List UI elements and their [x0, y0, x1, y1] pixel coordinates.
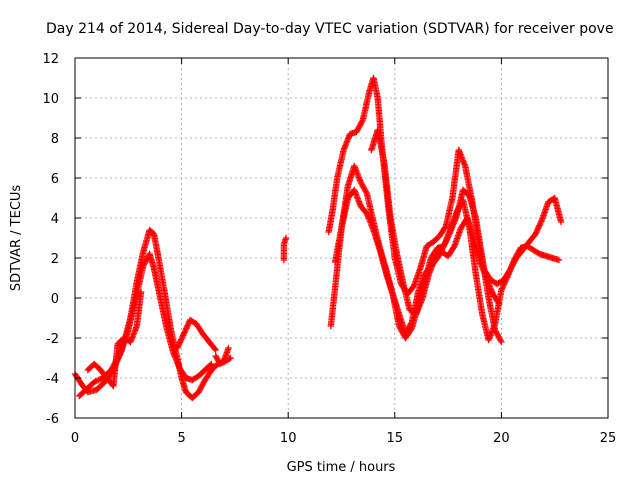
data-point: [174, 344, 181, 352]
data-point: [557, 218, 565, 226]
x-tick-label: 25: [600, 431, 617, 446]
data-point: [180, 330, 187, 338]
y-tick-label: 6: [51, 172, 59, 187]
plot-frame: [74, 57, 609, 419]
data-point: [358, 118, 366, 125]
x-axis-label: GPS time / hours: [287, 460, 396, 475]
data-point: [542, 206, 549, 213]
data-point: [495, 299, 502, 306]
data-point: [498, 338, 505, 346]
series-track-b: [76, 250, 215, 400]
data-point: [440, 242, 447, 250]
data-point: [510, 258, 517, 265]
data-point: [363, 189, 370, 196]
data-point: [407, 320, 415, 327]
data-point: [533, 228, 540, 235]
data-point: [175, 342, 182, 349]
series-track-j: [368, 126, 503, 318]
data-point: [453, 236, 460, 244]
data-point: [500, 282, 507, 289]
y-tick-label: 10: [42, 92, 59, 107]
data-point: [211, 345, 218, 353]
data-point: [93, 377, 101, 384]
data-point: [496, 300, 503, 308]
data-point: [532, 230, 539, 238]
data-point: [502, 278, 509, 285]
data-point: [124, 329, 131, 337]
y-axis-label: SDTVAR / TECUs: [9, 185, 24, 292]
y-tick-label: -4: [46, 372, 59, 387]
data-point: [537, 219, 544, 226]
data-point: [441, 240, 449, 247]
data-point: [95, 376, 102, 384]
data-point: [445, 233, 452, 240]
data-point: [443, 235, 451, 243]
y-tick-label: -2: [46, 332, 59, 347]
data-point: [282, 234, 290, 242]
data-point: [498, 285, 506, 292]
y-tick-label: 12: [42, 52, 59, 67]
data-point: [555, 256, 563, 264]
data-point: [208, 360, 215, 368]
data-point: [534, 225, 542, 232]
chart-title: Day 214 of 2014, Sidereal Day-to-day VTE…: [46, 21, 614, 37]
x-tick-labels: 0 5 10 15 20 25: [71, 431, 616, 446]
series-track-a: [71, 226, 234, 402]
data-points: [71, 74, 565, 402]
series-track-d: [174, 316, 219, 354]
y-tick-label: 0: [51, 292, 59, 307]
data-point: [497, 337, 504, 344]
data-point: [412, 276, 420, 284]
data-point: [227, 354, 234, 362]
data-point: [212, 346, 219, 354]
x-tick-label: 15: [387, 431, 404, 446]
data-point: [538, 218, 545, 225]
y-tick-label: -6: [46, 412, 59, 427]
x-tick-label: 20: [493, 431, 510, 446]
data-point: [181, 328, 189, 335]
y-tick-labels: -6 -4 -2 0 2 4 6 8 10 12: [42, 52, 59, 427]
data-point: [534, 226, 541, 233]
x-tick-label: 5: [177, 431, 185, 446]
data-point: [442, 224, 449, 231]
x-tick-label: 0: [71, 431, 79, 446]
data-point: [183, 323, 191, 331]
data-point: [450, 244, 457, 251]
data-point: [225, 344, 232, 352]
y-tick-label: 8: [51, 132, 59, 147]
data-point: [503, 275, 510, 282]
data-point: [137, 288, 145, 296]
series-track-e: [212, 344, 232, 368]
data-point: [207, 361, 214, 369]
y-tick-label: 4: [51, 212, 59, 227]
data-point: [91, 378, 98, 386]
series-track-f: [280, 234, 290, 264]
data-point: [536, 222, 543, 229]
data-point: [177, 337, 184, 345]
y-tick-label: 2: [51, 252, 59, 267]
x-tick-label: 10: [280, 431, 297, 446]
series-track-c: [84, 288, 145, 390]
axis-ticks: [74, 57, 609, 419]
data-point: [178, 335, 185, 342]
